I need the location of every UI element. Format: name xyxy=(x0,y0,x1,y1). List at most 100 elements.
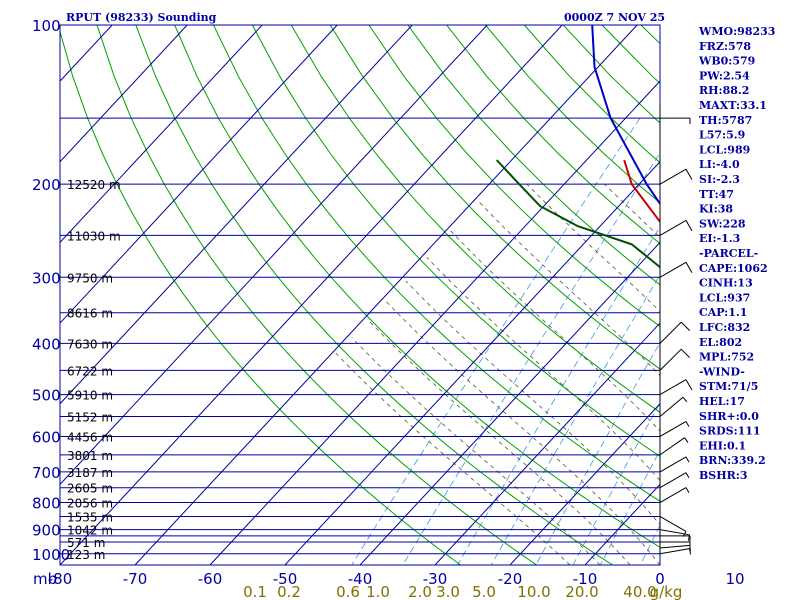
dry-adiabat xyxy=(96,25,537,565)
mixing-ratio-line xyxy=(351,117,641,565)
index-line: MAXT:33.1 xyxy=(699,99,767,112)
height-label: 9750 m xyxy=(67,271,113,285)
dry-adiabat xyxy=(329,25,660,370)
wind-barb xyxy=(659,396,684,417)
moist-adiabat xyxy=(526,183,660,313)
height-labels: 12520 m 11030 m 9750 m 8616 m 7630 m 6722 m 59… xyxy=(67,178,121,562)
wind-profile xyxy=(659,102,693,555)
sounding-title: RPUT (98233) Sounding xyxy=(66,11,217,24)
mixing-ratio-label: 5.0 xyxy=(472,583,496,600)
mixing-ratio-label: 2.0 xyxy=(408,583,432,600)
temperature-tick-label: -60 xyxy=(198,570,223,588)
index-line: EI:-1.3 xyxy=(699,232,740,245)
index-line: L57:5.9 xyxy=(699,129,745,142)
index-line: HEL:17 xyxy=(699,395,745,408)
dewpoint-trace xyxy=(495,159,660,269)
wind-barb xyxy=(659,548,690,555)
height-label: 3187 m xyxy=(67,466,113,480)
index-line: KI:38 xyxy=(699,203,733,216)
index-line: LCL:937 xyxy=(699,291,750,304)
index-line: WB0:579 xyxy=(698,55,755,68)
isotherm--50 xyxy=(284,161,660,565)
wind-barb xyxy=(659,379,687,396)
mixing-ratio-line xyxy=(457,226,660,565)
index-line: EHI:0.1 xyxy=(699,439,746,452)
parcel-trace xyxy=(591,25,660,206)
wind-barb-feather xyxy=(688,534,691,541)
dry-adiabat xyxy=(796,25,800,565)
index-line: SHR+:0.0 xyxy=(699,410,759,423)
wind-barb xyxy=(659,487,687,503)
temperature-tick-label: -10 xyxy=(573,570,598,588)
height-label: 4456 m xyxy=(67,430,113,444)
height-label: 123 m xyxy=(67,548,105,562)
wind-barb-feather xyxy=(685,379,693,391)
wind-barb xyxy=(659,516,687,532)
temperature-tick-label: -80 xyxy=(48,570,73,588)
isotherm--60 xyxy=(209,80,660,565)
height-label: 1535 m xyxy=(67,510,113,524)
sounding-traces xyxy=(495,25,660,269)
pressure-tick-label: 900 xyxy=(32,522,61,540)
wind-barb xyxy=(659,472,687,489)
dry-adiabat xyxy=(290,25,660,413)
height-label: 1042 m xyxy=(67,524,113,538)
wind-barb-feather xyxy=(689,548,692,555)
index-line: TT:47 xyxy=(699,188,734,201)
wind-barb xyxy=(659,348,682,371)
wind-barb-feather xyxy=(682,396,688,403)
dry-adiabat xyxy=(213,25,660,502)
index-line: BRN:339.2 xyxy=(699,454,766,467)
height-label: 7630 m xyxy=(67,337,113,351)
height-label: 8616 m xyxy=(67,307,113,321)
isotherm--120 xyxy=(60,25,263,244)
wind-barb-feather xyxy=(685,220,693,232)
index-line: LI:-4.0 xyxy=(699,158,740,171)
isotherm--80 xyxy=(60,25,563,565)
mixing-ratio-line xyxy=(744,118,800,565)
isotherm--100 xyxy=(60,25,413,405)
mixing-ratio-label: 1.0 xyxy=(366,583,390,600)
mixing-ratio-line xyxy=(535,341,660,565)
index-line: LCL:989 xyxy=(699,143,750,156)
temperature-tick-label: -20 xyxy=(498,570,523,588)
pressure-tick-label: 600 xyxy=(32,428,61,446)
moist-adiabat xyxy=(351,337,601,565)
isotherm--10 xyxy=(584,483,660,565)
index-line: MPL:752 xyxy=(699,351,754,364)
mixing-ratio-label: 20.0 xyxy=(565,583,598,600)
wind-barb-feather xyxy=(685,472,690,479)
wind-barb xyxy=(659,544,690,549)
isotherm--20 xyxy=(509,402,660,565)
temperature-tick-label: 0 xyxy=(655,570,665,588)
index-line: TH:5787 xyxy=(699,114,752,127)
height-label: 12520 m xyxy=(67,178,121,192)
wind-barb xyxy=(659,219,687,236)
mixing-ratio-unit: g/kg xyxy=(650,583,683,600)
pressure-tick-label: 700 xyxy=(32,464,61,482)
dry-adiabat xyxy=(251,25,660,457)
temperature-tick-label: -40 xyxy=(348,570,373,588)
wind-barb xyxy=(659,456,687,473)
isotherm--90 xyxy=(60,25,488,486)
isotherm--40 xyxy=(359,241,660,565)
index-line: SI:-2.3 xyxy=(699,173,740,186)
wind-barb-feather xyxy=(685,421,690,427)
wind-barb-feather xyxy=(685,456,690,463)
index-line: SW:228 xyxy=(699,217,746,230)
height-label: 5910 m xyxy=(67,389,113,403)
wind-barb xyxy=(659,421,687,437)
height-label: 3801 m xyxy=(67,449,113,463)
index-line: WMO:98233 xyxy=(698,25,775,38)
wind-barb xyxy=(659,437,685,456)
wind-barb xyxy=(659,261,687,278)
index-line: RH:88.2 xyxy=(699,84,749,97)
temperature-tick-label: 10 xyxy=(725,570,744,588)
wind-barb-feather xyxy=(680,321,691,331)
moist-adiabat xyxy=(334,351,571,565)
sounding-time: 0000Z 7 NOV 25 xyxy=(564,11,665,24)
height-label: 11030 m xyxy=(67,229,121,243)
height-label: 2056 m xyxy=(67,497,113,511)
